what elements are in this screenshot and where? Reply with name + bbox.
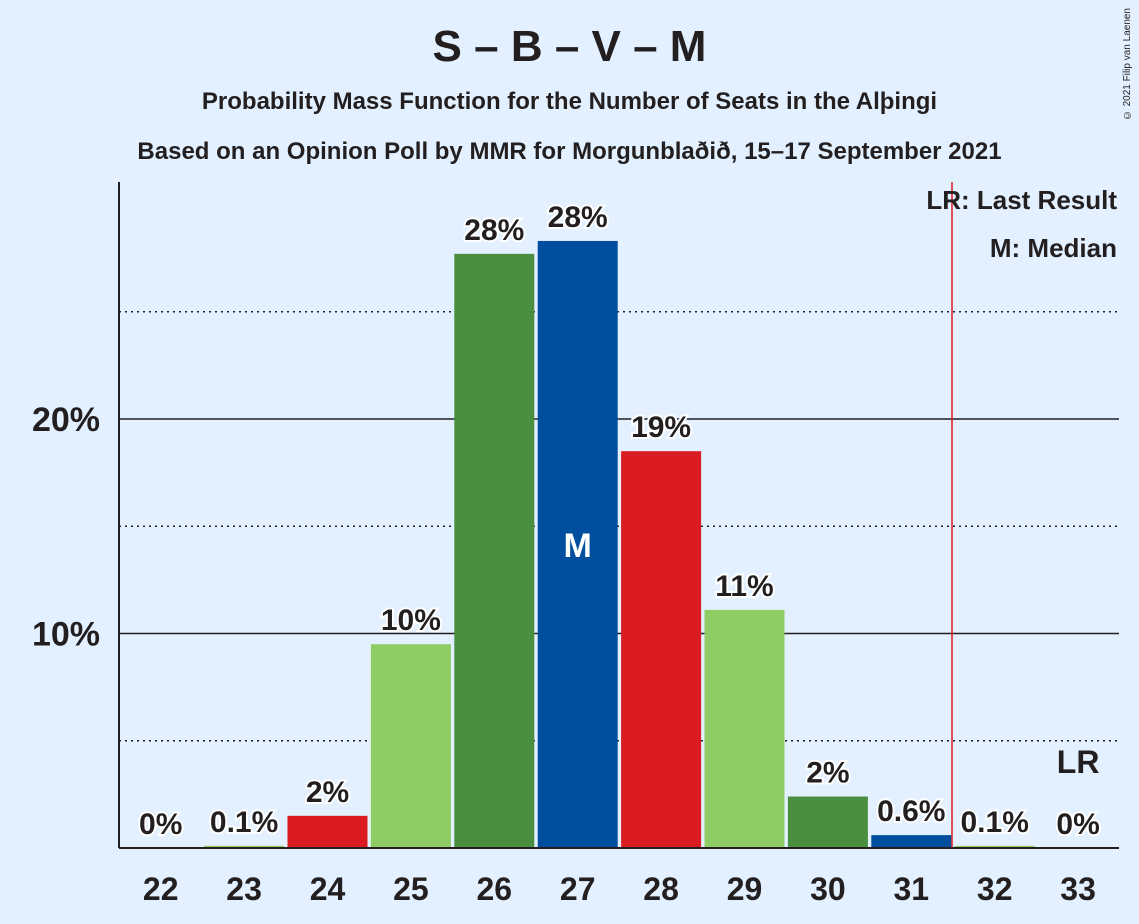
chart-title: S – B – V – M — [432, 22, 707, 71]
bar — [954, 845, 1035, 848]
x-tick-label: 32 — [977, 871, 1013, 907]
bar-value-label: 2% — [806, 757, 849, 790]
x-tick-label: 31 — [894, 871, 930, 907]
x-tick-label: 24 — [310, 871, 346, 907]
chart-subtitle: Probability Mass Function for the Number… — [201, 88, 938, 115]
bar-value-label: 11% — [715, 570, 773, 603]
y-tick-label: 10% — [32, 616, 100, 654]
chart-subtitle-source: Based on an Opinion Poll by MMR for Morg… — [137, 138, 1002, 165]
bar-value-label: 28% — [548, 201, 608, 234]
bar — [621, 451, 702, 848]
y-tick-label: 20% — [32, 401, 100, 439]
x-tick-label: 28 — [643, 871, 679, 907]
legend-median: M: Median — [990, 233, 1117, 263]
bar-value-label: 10% — [381, 604, 441, 637]
bar — [204, 845, 285, 848]
bar-value-label: 2% — [306, 776, 349, 809]
x-tick-label: 27 — [560, 871, 596, 907]
bar — [704, 609, 785, 848]
x-tick-label: 26 — [477, 871, 513, 907]
x-tick-label: 30 — [810, 871, 846, 907]
bar — [454, 253, 535, 848]
bar-value-label: 0.1% — [961, 806, 1029, 839]
x-tick-label: 33 — [1060, 871, 1096, 907]
x-tick-label: 22 — [143, 871, 179, 907]
bar — [287, 815, 368, 848]
bar-value-label: 0.6% — [877, 795, 945, 828]
last-result-marker: LR — [1057, 744, 1100, 780]
x-tick-label: 23 — [226, 871, 262, 907]
bar-value-label: 28% — [464, 214, 524, 247]
bar-value-label: 19% — [631, 411, 691, 444]
legend-last-result: LR: Last Result — [926, 185, 1117, 215]
median-marker: M — [564, 527, 592, 565]
x-tick-label: 25 — [393, 871, 429, 907]
bar-value-label: 0.1% — [210, 806, 278, 839]
bar — [537, 240, 618, 849]
bar-value-label: 0% — [139, 808, 182, 841]
bar — [787, 796, 868, 848]
bar-value-label: 0% — [1056, 808, 1099, 841]
bar — [370, 644, 451, 848]
bar — [871, 835, 952, 848]
x-tick-label: 29 — [727, 871, 763, 907]
